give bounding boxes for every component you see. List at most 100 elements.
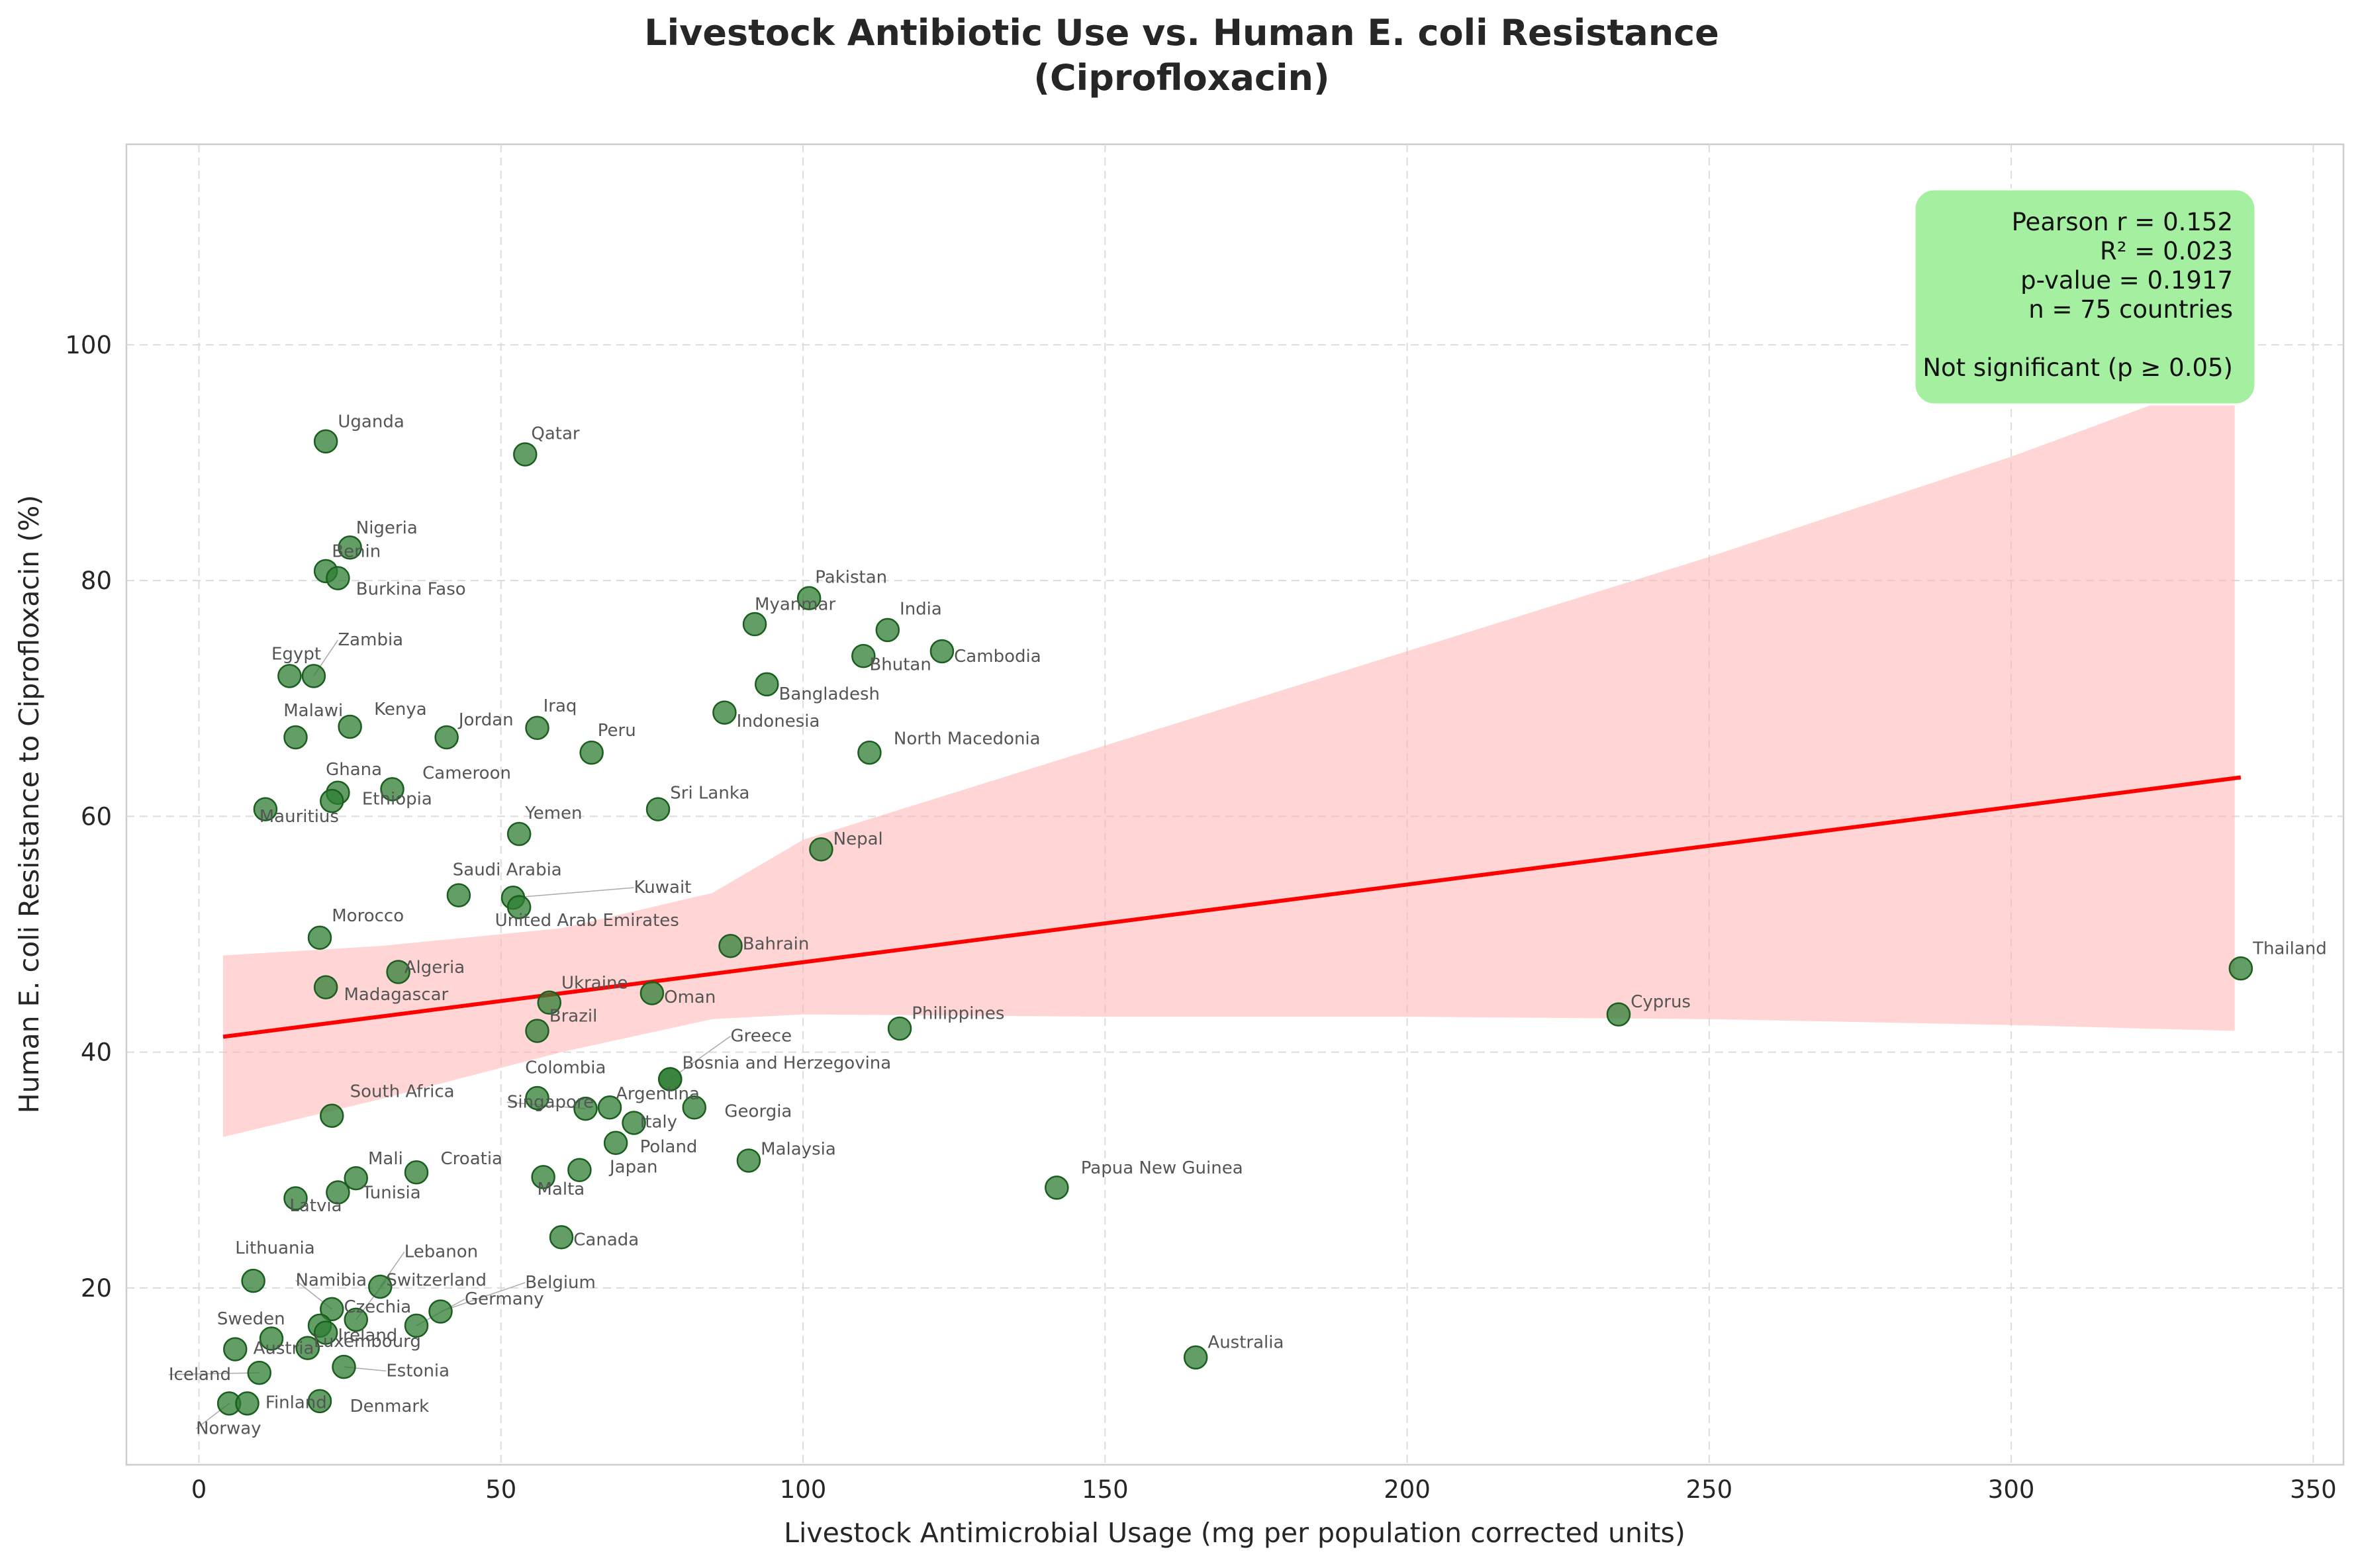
- data-point: [682, 1095, 707, 1120]
- chart-title-line-2: (Ciprofloxacin): [1033, 57, 1329, 99]
- data-point: [386, 960, 410, 984]
- x-tick-label: 350: [2290, 1475, 2337, 1504]
- y-tick-label: 60: [81, 802, 112, 831]
- point-label: Canada: [573, 1230, 639, 1250]
- data-point: [241, 1268, 265, 1293]
- point-label: Greece: [731, 1027, 792, 1046]
- data-point: [368, 1274, 393, 1299]
- regression-line: [222, 775, 2242, 1039]
- data-point: [1183, 1345, 1208, 1370]
- point-label: India: [900, 600, 942, 620]
- data-point: [1045, 1176, 1069, 1200]
- point-label: Thailand: [2252, 939, 2327, 959]
- stats-box: Pearson r = 0.152 R² = 0.023 p-value = 0…: [1913, 188, 2257, 406]
- point-label: Bosnia and Herzegovina: [683, 1054, 892, 1074]
- point-label: Australia: [1207, 1333, 1284, 1353]
- data-point: [525, 715, 549, 740]
- data-point: [742, 612, 767, 637]
- data-point: [537, 990, 562, 1015]
- point-label: Singapore: [507, 1092, 594, 1112]
- point-label: Malta: [538, 1179, 585, 1199]
- point-label: Kenya: [374, 700, 427, 719]
- leader-line: [440, 1282, 526, 1313]
- point-label: Denmark: [350, 1397, 430, 1416]
- point-label: Lebanon: [404, 1242, 478, 1262]
- data-point: [277, 664, 302, 688]
- x-tick-label: 100: [780, 1475, 827, 1504]
- point-label: Philippines: [912, 1004, 1004, 1024]
- data-point: [313, 1320, 338, 1345]
- y-tick-label: 100: [65, 331, 112, 359]
- point-label: Malawi: [283, 701, 343, 721]
- data-point: [344, 1307, 369, 1332]
- data-point: [712, 700, 737, 725]
- x-tick-label: 0: [191, 1475, 207, 1504]
- point-label: Poland: [640, 1137, 698, 1157]
- data-point: [446, 883, 471, 907]
- point-label: Mali: [368, 1149, 403, 1169]
- point-label: Malaysia: [761, 1140, 836, 1160]
- data-point: [875, 618, 900, 643]
- data-point: [326, 1180, 350, 1205]
- point-label: North Macedonia: [894, 729, 1041, 749]
- data-point: [603, 1130, 628, 1155]
- point-label: Ukraine: [561, 973, 628, 993]
- point-label: Tunisia: [361, 1183, 421, 1203]
- point-label: Bhutan: [869, 655, 931, 674]
- data-point: [736, 1148, 761, 1173]
- x-axis-label: Livestock Antimicrobial Usage (mg per po…: [784, 1517, 1685, 1549]
- point-label: Iceland: [169, 1365, 231, 1385]
- data-point: [525, 1019, 549, 1043]
- data-point: [506, 895, 532, 919]
- point-label: Croatia: [441, 1149, 502, 1169]
- point-label: Belgium: [525, 1273, 596, 1293]
- data-point: [796, 586, 822, 611]
- data-point: [929, 639, 955, 664]
- data-point: [404, 1160, 429, 1185]
- data-point: [313, 975, 338, 999]
- point-label: Saudi Arabia: [453, 860, 562, 880]
- point-label: Norway: [196, 1419, 261, 1439]
- y-axis-label: Human E. coli Resistance to Ciprofloxaci…: [13, 495, 45, 1114]
- point-label: Ireland: [338, 1326, 397, 1346]
- point-label: Germany: [465, 1289, 544, 1309]
- point-label: Nepal: [833, 829, 883, 849]
- y-tick-label: 40: [81, 1038, 112, 1067]
- point-label: Bangladesh: [779, 684, 880, 704]
- data-point: [320, 788, 344, 813]
- stats-p-value: p-value = 0.1917: [2020, 266, 2233, 295]
- data-point: [344, 1166, 369, 1191]
- y-tick-label: 20: [81, 1274, 112, 1303]
- point-label: Luxembourg: [314, 1332, 421, 1352]
- x-tick-label: 300: [1988, 1475, 2035, 1504]
- data-point: [235, 1391, 260, 1416]
- data-point: [718, 934, 743, 958]
- point-label: Egypt: [271, 644, 321, 664]
- point-label: Cameroon: [422, 763, 511, 783]
- data-point: [809, 837, 833, 862]
- data-point: [332, 1354, 356, 1379]
- data-point: [573, 1096, 598, 1121]
- data-point: [223, 1337, 248, 1361]
- point-label: Argentina: [616, 1084, 700, 1104]
- x-tick-label: 150: [1082, 1475, 1129, 1504]
- point-label: Japan: [608, 1157, 658, 1177]
- point-label: Jordan: [457, 710, 514, 730]
- data-point: [851, 643, 876, 669]
- data-point: [755, 672, 779, 697]
- tick-label-layer: 0 50 100 150 200 250 300 350 20 40 60 80 100: [65, 331, 2336, 1504]
- point-label: Oman: [664, 988, 716, 1007]
- data-point: [320, 1103, 344, 1128]
- point-label-layer: Uganda Qatar Nigeria Benin Burkina Faso Pakis…: [169, 412, 2327, 1439]
- chart-title-line-1: Livestock Antibiotic Use vs. Human E. co…: [644, 12, 1719, 54]
- data-point: [283, 1186, 308, 1211]
- point-label: Bahrain: [743, 935, 810, 954]
- data-point: [434, 725, 459, 750]
- point-label: Namibia: [296, 1270, 367, 1290]
- point-label: Pakistan: [815, 568, 887, 588]
- data-point: [549, 1224, 574, 1250]
- point-label: Algeria: [404, 958, 465, 978]
- leader-line: [168, 1372, 260, 1375]
- data-point: [404, 1313, 429, 1338]
- stats-box-background: [1913, 188, 2257, 406]
